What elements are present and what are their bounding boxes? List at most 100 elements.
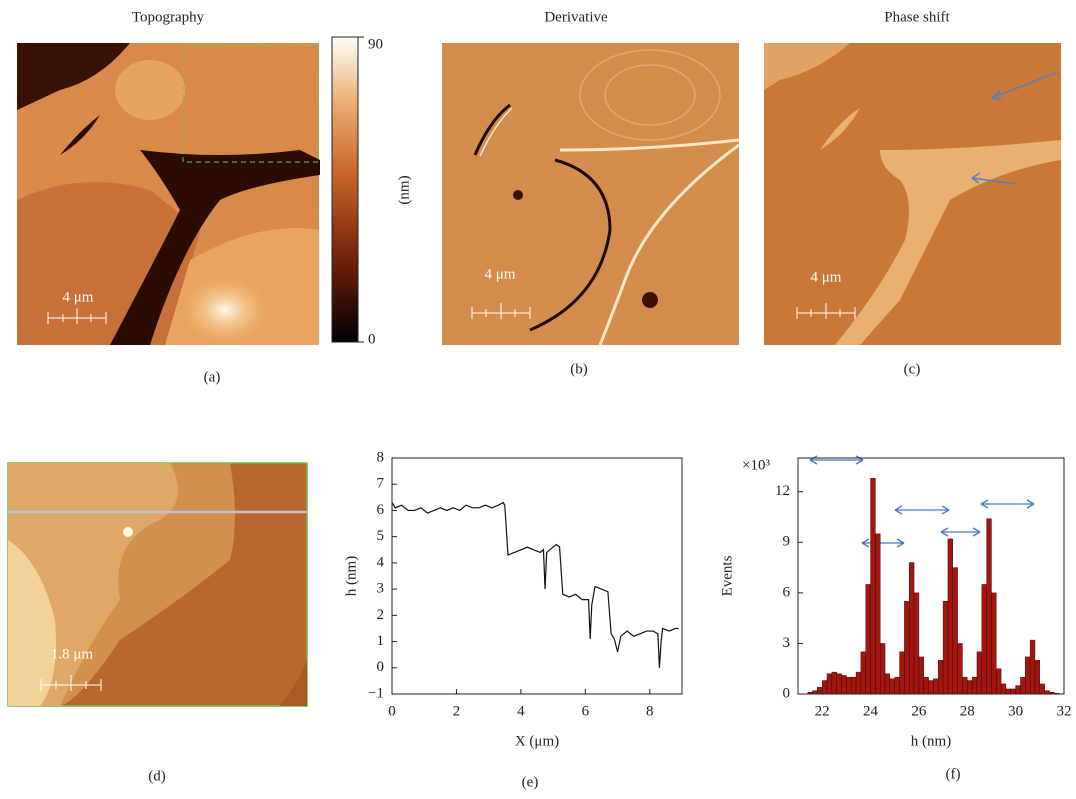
histogram-bar (909, 563, 914, 694)
colorbar (332, 37, 358, 342)
x-tick-label: 28 (960, 703, 975, 719)
image-title: Topography (132, 9, 205, 25)
derivative-image (442, 43, 739, 345)
y-tick-label: 7 (377, 476, 385, 492)
y-tick-label: 0 (783, 685, 791, 701)
x-axis-label: h (nm) (911, 733, 951, 749)
panel-label: (f) (946, 766, 961, 782)
histogram-bar (1006, 689, 1011, 694)
y-axis-label: h (nm) (343, 556, 359, 596)
histogram-bar (982, 584, 987, 694)
x-tick-label: 32 (1057, 703, 1072, 719)
histogram-bar (822, 681, 827, 694)
colorbar-tick-label: 0 (368, 331, 376, 347)
x-tick-label: 2 (453, 703, 461, 719)
x-tick-label: 24 (863, 703, 879, 719)
histogram-bar (851, 677, 856, 694)
y-axis-label: Events (719, 555, 735, 596)
x-tick-label: 30 (1008, 703, 1023, 719)
histogram-bar (919, 657, 924, 694)
y-tick-label: 3 (783, 635, 791, 651)
y-tick-label: 0 (377, 659, 385, 675)
histogram-bar (1001, 684, 1006, 694)
histogram-bar (875, 534, 880, 694)
axes-frame (392, 458, 682, 694)
y-tick-label: 12 (775, 483, 790, 499)
histogram-bar (890, 679, 895, 694)
y-tick-label: 3 (377, 581, 385, 597)
y-tick-label: 5 (377, 528, 385, 544)
y-tick-label: −1 (368, 685, 384, 701)
histogram-bar (880, 643, 885, 694)
panel-label: (a) (204, 369, 221, 385)
histogram-bar (977, 652, 982, 694)
histogram-bar (832, 672, 837, 694)
scale-label: 4 μm (63, 289, 94, 305)
panel-label: (c) (904, 361, 921, 377)
scale-label: 4 μm (811, 269, 842, 285)
histogram-bar (933, 679, 938, 694)
x-tick-label: 0 (388, 703, 396, 719)
colorbar-unit: (nm) (396, 175, 412, 204)
histogram-bar (996, 669, 1001, 694)
histogram-bar (958, 643, 963, 694)
y-tick-label: 2 (377, 607, 385, 623)
histogram-bar (900, 652, 905, 694)
histogram-bar (948, 539, 953, 694)
range-arrows (810, 456, 1034, 547)
histogram-bar (846, 677, 851, 694)
histogram-bar (967, 681, 972, 694)
histogram-bar (943, 601, 948, 694)
x-tick-label: 22 (815, 703, 830, 719)
y-tick-label: 1 (377, 633, 385, 649)
histogram-bar (1016, 686, 1021, 694)
histogram-bar (1011, 689, 1016, 694)
histogram-bar (1040, 684, 1045, 694)
axes-frame (798, 458, 1064, 694)
histogram-bar (827, 674, 832, 694)
histogram-bar (914, 593, 919, 694)
y-tick-label: 6 (377, 502, 385, 518)
histogram-bar (817, 687, 822, 694)
histogram-bar (987, 519, 992, 694)
histogram-bar (929, 681, 934, 694)
axis-multiplier: ×10³ (742, 457, 770, 473)
histogram-bar (972, 677, 977, 694)
histogram-bar (842, 675, 847, 694)
y-tick-label: 4 (377, 554, 385, 570)
page: {"images": [ {"title": "Topography", "la… (0, 0, 1076, 799)
image-title: Derivative (544, 9, 608, 25)
histogram-bar (962, 677, 967, 694)
histogram-bar (861, 652, 866, 694)
histogram-bar (1030, 640, 1035, 694)
histogram-bar (1035, 660, 1040, 694)
histogram-bar (924, 677, 929, 694)
histogram-bar (1045, 691, 1050, 694)
colorbar-tick-label: 90 (368, 36, 383, 52)
x-tick-label: 4 (517, 703, 525, 719)
panel-label: (e) (522, 774, 539, 790)
phase-image (764, 43, 1061, 345)
histogram-bar (1020, 677, 1025, 694)
x-tick-label: 6 (582, 703, 590, 719)
x-axis-label: X (μm) (515, 733, 559, 749)
histogram-bar (885, 674, 890, 694)
image-title: Phase shift (884, 9, 950, 25)
profile-line (392, 503, 679, 668)
histogram-bar (1025, 657, 1030, 694)
scale-label: 1.8 μm (51, 646, 94, 662)
histogram-bar (813, 691, 818, 694)
histogram-bar (866, 584, 871, 694)
histogram-bar (837, 674, 842, 694)
scale-label: 4 μm (485, 266, 516, 282)
histogram-bar (953, 568, 958, 694)
y-tick-label: 9 (783, 534, 791, 550)
x-tick-label: 8 (646, 703, 654, 719)
panel-label: (b) (570, 361, 588, 377)
zoom-image (8, 463, 307, 706)
histogram-bar (938, 660, 943, 694)
x-tick-label: 26 (911, 703, 927, 719)
histogram-bar (904, 601, 909, 694)
panel-label: (d) (148, 768, 166, 784)
figure: Topography 4 μm (nm) (a) Derivative 4 μm… (0, 0, 1076, 799)
